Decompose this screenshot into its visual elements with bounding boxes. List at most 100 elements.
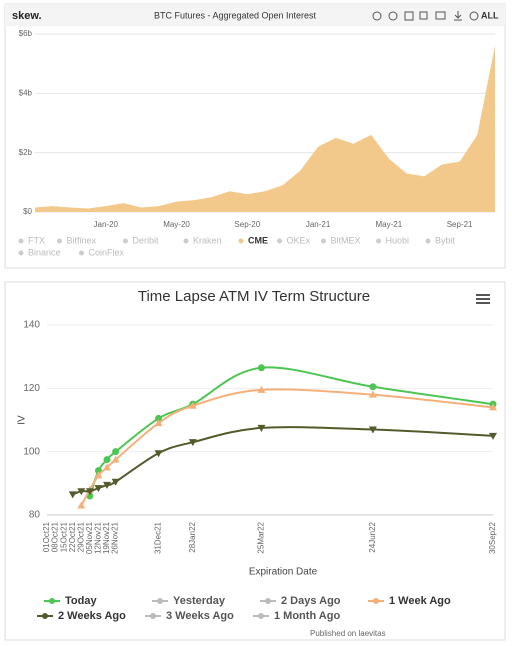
x-tick-label: 26Nov21 xyxy=(111,521,120,554)
x-tick-label: May-20 xyxy=(163,220,190,229)
marker xyxy=(369,383,377,391)
x-tick-label: May-21 xyxy=(376,220,403,229)
marker xyxy=(257,424,266,432)
icon[interactable] xyxy=(372,11,382,21)
x-tick-label: 19Nov21 xyxy=(102,521,111,554)
legend-label[interactable]: Deribit xyxy=(133,235,160,245)
legend-marker[interactable] xyxy=(157,598,163,604)
legend-label[interactable]: Binance xyxy=(28,247,61,257)
marker xyxy=(94,471,103,479)
y-tick-label: $2b xyxy=(19,148,33,157)
marker xyxy=(85,488,94,496)
icon[interactable] xyxy=(388,11,398,21)
x-tick-label: Sep-21 xyxy=(447,220,473,229)
marker xyxy=(94,485,103,493)
x-tick-label: 28Jan22 xyxy=(188,521,197,552)
marker xyxy=(257,364,265,372)
x-tick-label: Sep-20 xyxy=(234,220,260,229)
legend-label[interactable]: CoinFlex xyxy=(89,247,125,257)
legend-marker[interactable] xyxy=(258,613,264,619)
icon[interactable] xyxy=(454,11,462,21)
area xyxy=(35,45,495,212)
y-tick-label: 140 xyxy=(23,320,40,331)
legend-dot[interactable] xyxy=(321,238,326,244)
menu-icon[interactable] xyxy=(476,294,490,304)
top-panel xyxy=(4,3,506,269)
marker xyxy=(77,501,86,509)
y-tick-label: 80 xyxy=(29,510,41,521)
marker xyxy=(489,403,497,411)
x-axis-label: Expiration Date xyxy=(249,567,318,578)
marker xyxy=(368,426,377,434)
legend-label[interactable]: 2 Days Ago xyxy=(281,595,341,607)
marker xyxy=(68,491,77,499)
marker xyxy=(368,390,377,398)
legend-label[interactable]: Huobi xyxy=(386,235,410,245)
x-tick-label: 31Dec21 xyxy=(154,521,163,554)
bottom-panel xyxy=(4,281,506,641)
x-tick-label: Jan-21 xyxy=(306,220,331,229)
icon[interactable] xyxy=(435,11,446,20)
legend-dot[interactable] xyxy=(376,238,381,244)
x-tick-label: 01Oct21 xyxy=(42,521,51,552)
icon[interactable] xyxy=(419,11,428,20)
legend-dot[interactable] xyxy=(79,250,84,256)
legend-label[interactable]: Bybit xyxy=(435,235,456,245)
legend-dot[interactable] xyxy=(18,238,24,244)
marker xyxy=(188,401,197,409)
x-tick-label: 15Oct21 xyxy=(59,521,68,552)
y-tick-label: 100 xyxy=(23,446,40,457)
x-tick-label: 24Jun22 xyxy=(368,521,377,552)
legend-label[interactable]: Kraken xyxy=(193,235,222,245)
marker xyxy=(103,463,112,471)
credit: Published on laevitas xyxy=(310,629,386,638)
legend-label[interactable]: FTX xyxy=(28,235,45,245)
toolbar-icons xyxy=(372,11,479,21)
marker xyxy=(188,439,197,447)
top-header xyxy=(5,4,505,26)
x-tick-label: 05Nov21 xyxy=(85,521,94,554)
legend-marker[interactable] xyxy=(150,613,156,619)
legend-dot[interactable] xyxy=(238,238,244,244)
x-tick-label: 22Oct21 xyxy=(68,521,77,552)
icon[interactable] xyxy=(469,11,479,21)
legend-dot[interactable] xyxy=(18,250,24,256)
legend-label[interactable]: 1 Week Ago xyxy=(389,595,451,607)
icon[interactable] xyxy=(404,11,414,21)
legend-label[interactable]: Yesterday xyxy=(173,595,226,607)
legend-dot[interactable] xyxy=(277,238,282,244)
marker xyxy=(489,432,497,440)
marker xyxy=(111,478,120,486)
legend-dot[interactable] xyxy=(183,238,189,244)
legend-marker[interactable] xyxy=(49,598,55,604)
legend-label[interactable]: 1 Month Ago xyxy=(274,610,340,622)
legend-marker[interactable] xyxy=(42,613,48,619)
legend-label[interactable]: BitMEX xyxy=(331,235,361,245)
legend-label[interactable]: Bitfinex xyxy=(67,235,97,245)
y-tick-label: 120 xyxy=(23,383,40,394)
marker xyxy=(103,481,112,489)
toolbar-all[interactable]: ALL xyxy=(481,10,499,20)
legend-label[interactable]: Today xyxy=(65,595,97,607)
legend-label[interactable]: 3 Weeks Ago xyxy=(166,610,234,622)
legend-dot[interactable] xyxy=(123,238,128,244)
legend-label[interactable]: 2 Weeks Ago xyxy=(58,610,126,622)
legend-label[interactable]: CME xyxy=(248,235,268,245)
x-tick-label: 30Sep22 xyxy=(488,521,497,554)
marker xyxy=(155,414,162,422)
chart-title: BTC Futures - Aggregated Open Interest xyxy=(154,10,317,20)
legend-marker[interactable] xyxy=(373,598,379,604)
x-tick-label: 25Mar22 xyxy=(257,521,266,553)
y-axis-label: IV xyxy=(17,415,28,425)
y-tick-label: $0 xyxy=(23,207,32,216)
x-tick-label: 08Oct21 xyxy=(51,521,60,552)
legend-label[interactable]: OKEx xyxy=(287,235,311,245)
chart-title: Time Lapse ATM IV Term Structure xyxy=(138,288,370,305)
marker xyxy=(103,456,111,464)
marker xyxy=(77,488,86,496)
y-tick-label: $4b xyxy=(19,88,33,97)
legend-marker[interactable] xyxy=(265,598,271,604)
marker xyxy=(112,448,120,456)
legend-dot[interactable] xyxy=(425,238,431,244)
legend-dot[interactable] xyxy=(57,238,62,244)
